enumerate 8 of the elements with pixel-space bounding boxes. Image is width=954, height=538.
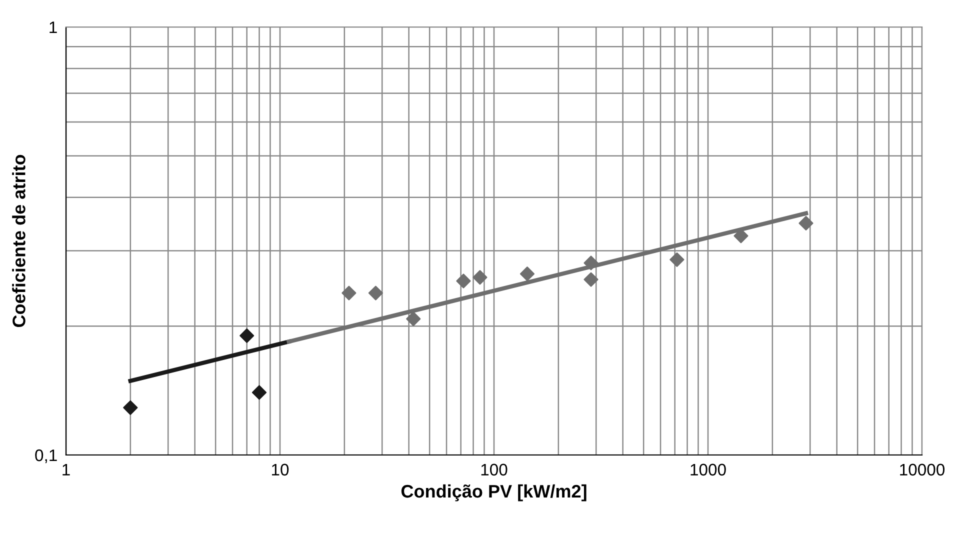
x-tick-label: 10000 [900,464,945,476]
x-tick-label: 1 [62,464,70,476]
x-tick-label: 1000 [690,464,726,476]
x-axis-title: Condição PV [kW/m2] [401,484,586,502]
x-tick-label: 10 [272,464,289,476]
x-tick-label: 100 [481,464,508,476]
y-axis-title: Coeficiente de atrito [12,154,26,328]
y-tick-label: 0,1 [35,449,57,464]
